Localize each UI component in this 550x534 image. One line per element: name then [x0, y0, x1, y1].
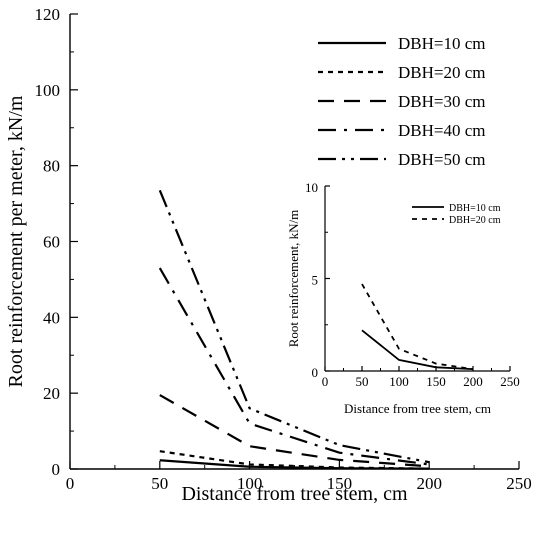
main-y-axis-title: Root reinforcement per meter, kN/m [5, 95, 27, 387]
inset-y-tick-label: 5 [312, 273, 319, 288]
inset-plot: 0 50 100 150 200 250 0 5 10 Distance from tree st… [286, 180, 520, 416]
main-x-tick-label: 200 [416, 474, 442, 493]
inset-x-tick-label: 150 [426, 374, 446, 389]
inset-x-tick-label: 100 [389, 374, 409, 389]
main-legend-label-3: DBH=30 cm [398, 92, 486, 111]
main-y-tick-label: 60 [43, 233, 60, 252]
main-legend-label-5: DBH=50 cm [398, 150, 486, 169]
main-x-tick-label: 250 [506, 474, 532, 493]
inset-y-axis-title: Root reinforcement, kN/m [286, 210, 301, 348]
inset-x-tick-label: 0 [322, 374, 329, 389]
inset-background [325, 186, 510, 371]
main-series-line-5 [158, 189, 430, 464]
main-y-tick-label: 20 [43, 384, 60, 403]
inset-legend-label-2: DBH=20 cm [449, 215, 501, 226]
main-y-tick-label: 100 [35, 81, 61, 100]
main-x-tick-label: 0 [66, 474, 75, 493]
inset-series-line-2 [361, 283, 474, 371]
main-series-line-1 [159, 459, 430, 470]
main-x-axis-title: Distance from tree stem, cm [181, 483, 407, 505]
main-series-line-4 [158, 267, 430, 466]
main-y-tick-label: 120 [35, 5, 61, 24]
main-series-line-3 [159, 394, 430, 468]
inset-y-tick-label: 0 [312, 365, 319, 380]
inset-series-line-1 [361, 329, 474, 371]
main-y-tick-label: 40 [43, 308, 60, 327]
main-x-tick-label: 100 [237, 474, 263, 493]
inset-x-axis-title: Distance from tree stem, cm [344, 401, 491, 416]
inset-x-tick-label: 200 [463, 374, 483, 389]
main-y-tick-label: 80 [43, 157, 60, 176]
main-x-tick-label: 50 [151, 474, 168, 493]
main-legend-label-2: DBH=20 cm [398, 63, 486, 82]
main-y-tick-label: 0 [52, 460, 61, 479]
inset-x-tick-label: 50 [356, 374, 369, 389]
main-legend-label-1: DBH=10 cm [398, 34, 486, 53]
main-x-tick-label: 150 [327, 474, 353, 493]
inset-x-tick-label: 250 [500, 374, 520, 389]
main-legend-label-4: DBH=40 cm [398, 121, 486, 140]
inset-y-tick-label: 10 [305, 180, 318, 195]
inset-legend-label-1: DBH=10 cm [449, 203, 501, 214]
